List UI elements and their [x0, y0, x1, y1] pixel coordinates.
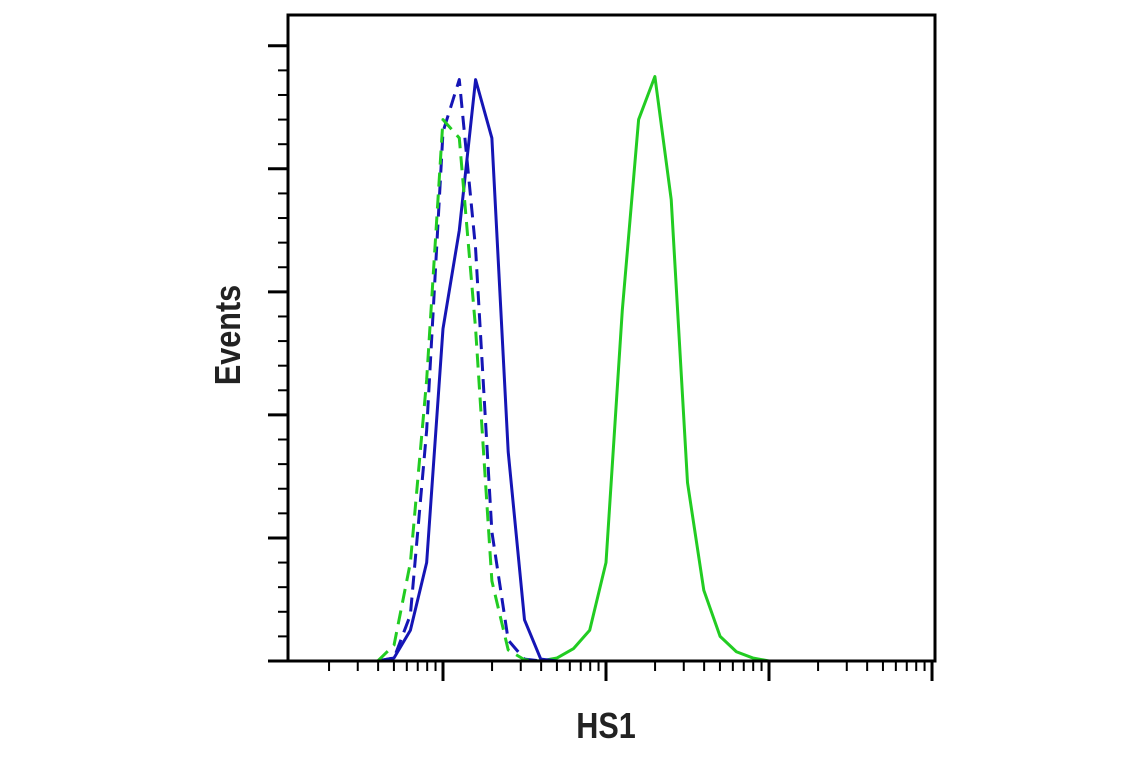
x-axis-title: HS1	[576, 707, 636, 747]
y-axis-title: Events	[209, 285, 249, 385]
plot-frame	[286, 13, 937, 663]
series-line	[376, 118, 541, 663]
series-line	[296, 78, 933, 663]
series-line	[296, 75, 933, 663]
series-line	[377, 78, 541, 663]
